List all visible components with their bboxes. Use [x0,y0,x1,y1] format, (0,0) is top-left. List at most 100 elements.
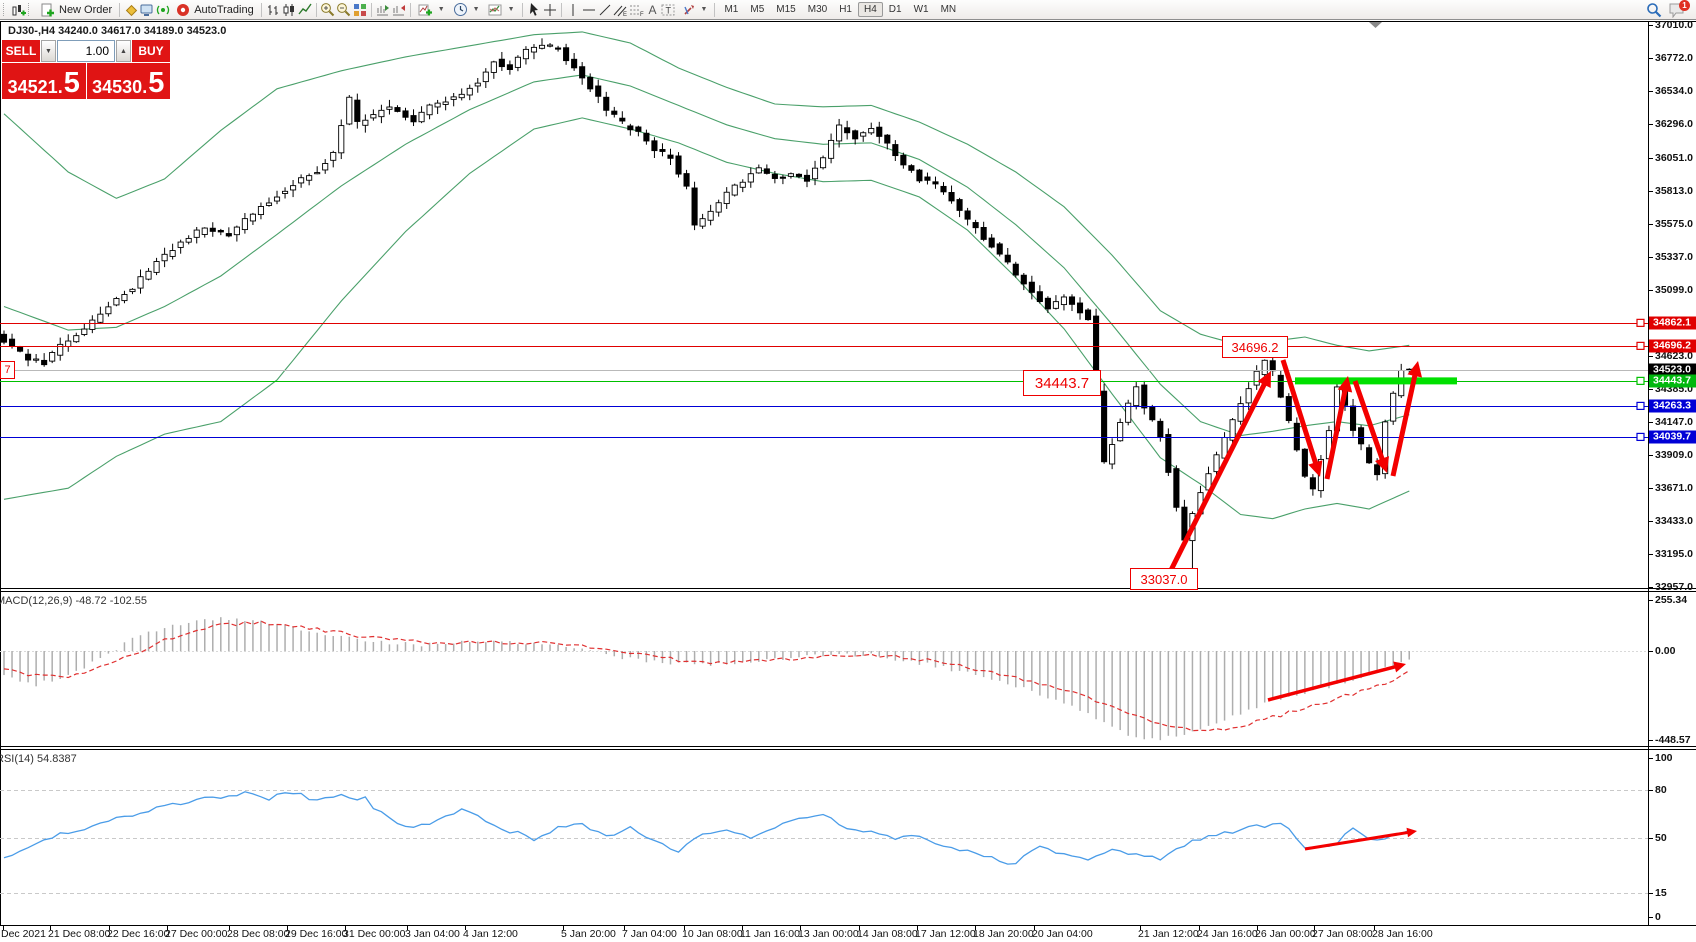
channel-letter: E [623,12,627,17]
price-tick-label: 36296.0 [1655,118,1693,130]
autotrading-label: AutoTrading [194,3,254,16]
ohlc-ticker: DJ30-,H4 34240.0 34617.0 34189.0 34523.0 [8,25,227,37]
bar-chart-type-icon[interactable] [265,2,281,18]
horizontal-price-lines [0,22,1648,442]
indicators-button[interactable]: ▼ [414,1,449,19]
rsi-panel [3,791,1410,865]
trade-panel-controls: SELL ▼ 1.00 ▲ BUY [2,40,170,62]
volume-input[interactable]: 1.00 [57,40,115,62]
toolbar-grip[interactable] [28,3,33,16]
price-tick-label: 37010.0 [1655,19,1693,31]
chart-window-icon[interactable] [11,2,27,18]
new-order-button[interactable]: New Order [36,1,116,19]
time-tick-label: 5 Jan 20:00 [561,928,616,940]
rsi-line [3,791,1410,865]
price-line-badge: 34696.2 [1649,339,1696,353]
horizontal-line-tool-icon[interactable] [581,2,597,18]
bollinger-upper [3,31,1410,352]
signal-icon[interactable] [155,2,171,18]
periods-button[interactable]: ▼ [449,1,484,19]
price-line-badge: 34263.3 [1649,399,1696,413]
chart-shift-marker [1369,22,1382,28]
rsi-tick-label: 15 [1655,887,1667,900]
tile-windows-icon[interactable] [352,2,368,18]
time-tick-label: 10 Jan 08:00 [682,928,743,940]
timeframe-button-m1[interactable]: M1 [724,4,739,15]
toolbar: New Order AutoTrading [0,0,1696,20]
price-tick-label: 36772.0 [1655,52,1693,64]
text-label-tool-icon[interactable]: T [661,2,677,18]
time-tick-label: 21 Dec 08:00 [48,928,111,940]
notification-badge: 1 [1679,0,1690,11]
volume-decrement-button[interactable]: ▼ [41,40,56,62]
zoom-in-icon[interactable] [320,2,336,18]
templates-button[interactable]: ▼ [484,1,519,19]
volume-increment-button[interactable]: ▲ [116,40,131,62]
bid-price[interactable]: 34521. 5 [2,63,86,99]
arrows-tool-button[interactable]: ▼ [677,1,712,19]
time-tick-label: 7 Jan 04:00 [622,928,677,940]
price-tick-label: 34623.0 [1655,350,1693,363]
ask-price[interactable]: 34530. 5 [86,63,170,99]
timeframe-button-m15[interactable]: M15 [776,4,796,15]
timeframe-button-mn[interactable]: MN [940,4,957,15]
notifications-chat-icon[interactable]: 1 [1668,0,1690,18]
text-tool-icon[interactable]: A [648,2,657,17]
vertical-line-tool-icon[interactable] [565,2,581,18]
sell-button[interactable]: SELL [2,40,40,62]
buy-button[interactable]: BUY [132,40,170,62]
price-callout-label[interactable]: 7 [0,361,15,379]
candlestick-chart-type-icon[interactable] [281,2,297,18]
fibonacci-tool-icon[interactable]: F [629,2,645,18]
bid-big-digit: 5 [63,67,80,100]
autotrading-button[interactable]: AutoTrading [171,1,258,19]
trendline-tool-icon[interactable] [597,2,613,18]
price-line-badge: 34443.7 [1649,374,1696,388]
indicator-gridlines [0,651,1648,894]
timeframe-button-w1[interactable]: W1 [913,4,929,15]
market-watch-icon[interactable] [123,2,139,18]
price-callout-label[interactable]: 34696.2 [1222,336,1288,358]
support-highlight-bar [1295,377,1457,385]
timeframe-button-h1[interactable]: H1 [839,4,852,15]
search-icon[interactable] [1646,2,1662,18]
strategy-tester-icon[interactable] [139,2,155,18]
timeframe-button-m30[interactable]: M30 [807,4,828,15]
dropdown-caret: ▼ [472,6,480,13]
annotation-arrows [1161,359,1422,851]
crosshair-tool-icon[interactable] [542,2,558,18]
price-tick-label: 33909.0 [1655,449,1693,462]
toolbar-separator [409,2,411,17]
price-tick-label: 35575.0 [1655,218,1693,230]
price-tick-label: 34147.0 [1655,416,1693,429]
time-tick-label: 14 Jan 08:00 [857,928,918,940]
dropdown-caret: ▼ [700,6,708,13]
price-callout-label[interactable]: 33037.0 [1130,568,1198,590]
timeframe-button-m5[interactable]: M5 [750,4,765,15]
auto-scroll-icon[interactable] [375,2,391,18]
price-line-badge: 34862.1 [1649,316,1696,330]
rsi-tick-label: 80 [1655,783,1667,796]
line-chart-type-icon[interactable] [297,2,313,18]
timeframe-button-d1[interactable]: D1 [888,4,902,15]
toolbar-grip[interactable] [3,3,8,16]
chart-shift-icon[interactable] [391,2,407,18]
toolbar-separator [521,2,523,17]
zoom-out-icon[interactable] [336,2,352,18]
autotrading-icon [175,2,191,18]
rsi-tick-label: 100 [1655,751,1673,764]
price-line-badge: 34523.0 [1649,363,1696,377]
price-tick-label: 32957.0 [1655,581,1693,594]
channel-tool-icon[interactable]: E [613,2,629,18]
cursor-tool-icon[interactable] [526,2,542,18]
one-click-trade-panel: SELL ▼ 1.00 ▲ BUY 34521. 5 34530. 5 [2,40,170,99]
toolbar-separator [714,2,716,17]
timeframe-button-h4[interactable]: H4 [857,2,883,17]
template-icon [488,2,504,18]
price-line-badge: 34039.7 [1649,430,1696,444]
price-callout-label[interactable]: 34443.7 [1023,370,1101,396]
time-tick-label: 20 Jan 04:00 [1032,928,1093,940]
time-tick-label: 29 Dec 16:00 [285,928,348,940]
